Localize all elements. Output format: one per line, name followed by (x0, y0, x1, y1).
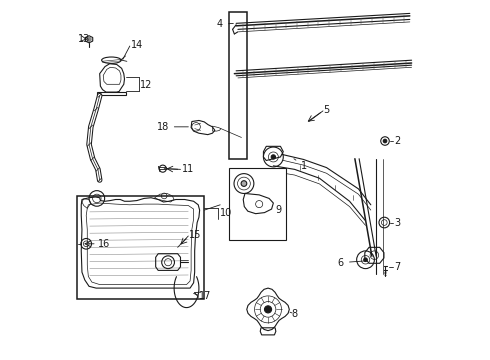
Text: 15: 15 (189, 230, 201, 240)
Text: 14: 14 (131, 40, 143, 50)
Text: 4: 4 (217, 19, 233, 29)
Circle shape (241, 181, 247, 186)
Text: 13: 13 (78, 34, 91, 44)
Text: 6: 6 (338, 258, 365, 267)
Bar (229, 168, 286, 240)
Text: 17: 17 (199, 291, 211, 301)
Text: 1: 1 (294, 159, 307, 171)
Text: 7: 7 (394, 262, 400, 272)
Text: 5: 5 (324, 105, 330, 115)
Text: 2: 2 (394, 136, 400, 146)
Circle shape (364, 258, 368, 261)
Text: 8: 8 (290, 309, 298, 319)
Text: 11: 11 (182, 165, 194, 174)
Circle shape (383, 139, 387, 143)
Text: 3: 3 (394, 218, 400, 228)
Circle shape (271, 155, 275, 159)
Text: 12: 12 (141, 80, 153, 90)
Text: 10: 10 (220, 208, 232, 217)
Bar (76, 196, 204, 299)
Circle shape (87, 37, 91, 41)
Text: 16: 16 (98, 239, 110, 249)
Circle shape (265, 306, 271, 313)
Bar (229, 12, 247, 159)
Text: 9: 9 (275, 205, 282, 215)
Text: 18: 18 (156, 122, 188, 132)
